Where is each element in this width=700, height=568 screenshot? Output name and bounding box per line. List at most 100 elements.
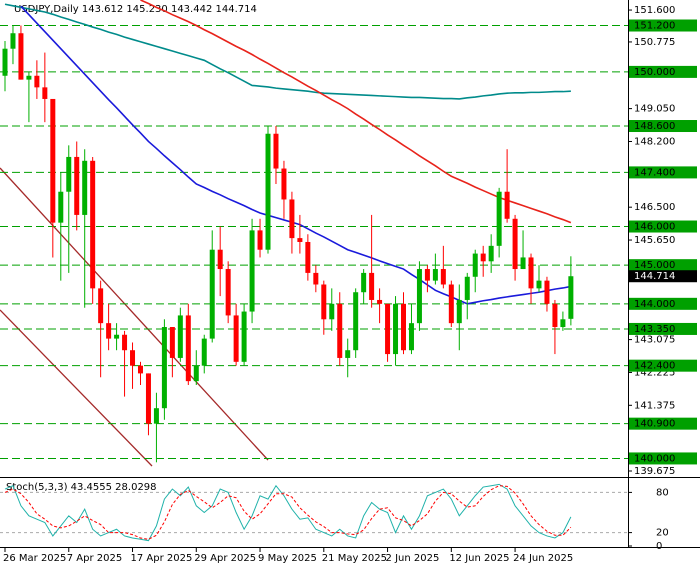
candle-body xyxy=(361,272,367,293)
candle-body xyxy=(385,303,391,355)
y-tick-label: 149.050 xyxy=(634,104,675,115)
y-tick-label: 145.650 xyxy=(634,235,675,246)
candle-body xyxy=(568,276,574,319)
candle-body xyxy=(42,87,48,99)
candle-body xyxy=(393,303,399,355)
candle-body xyxy=(18,33,24,80)
level-box xyxy=(629,19,697,32)
trend-line xyxy=(0,167,269,461)
candle-body xyxy=(74,156,80,215)
x-tick-label: 9 May 2025 xyxy=(258,553,317,564)
moving-average xyxy=(20,5,572,305)
level-box xyxy=(629,120,697,133)
candle-body xyxy=(528,257,534,289)
candle-body xyxy=(448,284,454,324)
stochastic-signal xyxy=(4,485,572,540)
current-price-box xyxy=(629,270,697,283)
candle-body xyxy=(544,280,550,304)
level-label: 142.400 xyxy=(634,361,675,372)
x-tick-label: 2 Jun 2025 xyxy=(386,553,440,564)
candle-body xyxy=(432,269,438,281)
candle-body xyxy=(456,299,462,324)
candle-body xyxy=(560,319,566,328)
level-box xyxy=(629,220,697,233)
candle-body xyxy=(169,327,175,358)
candle-body xyxy=(50,98,56,223)
candle-body xyxy=(496,191,502,246)
y-tick-label: 139.675 xyxy=(634,466,675,477)
level-label: 146.000 xyxy=(634,222,675,233)
level-label: 143.350 xyxy=(634,324,675,335)
candle-body xyxy=(58,191,64,223)
candle-body xyxy=(369,272,375,300)
level-box xyxy=(629,452,697,465)
candle-body xyxy=(520,257,526,270)
level-box xyxy=(629,417,697,430)
candle-body xyxy=(265,133,271,250)
chart-title: USDJPY,Daily 143.612 145.230 143.442 144… xyxy=(14,4,257,15)
candle-body xyxy=(401,303,406,351)
candle-body xyxy=(130,350,136,366)
candle-body xyxy=(313,272,319,285)
candle-body xyxy=(273,133,279,169)
candle-body xyxy=(2,48,8,76)
y-tick-label: 141.375 xyxy=(634,400,675,411)
x-tick-label: 17 Apr 2025 xyxy=(131,553,193,564)
candle-body xyxy=(424,269,430,281)
level-box xyxy=(629,359,697,372)
x-tick-label: 26 Mar 2025 xyxy=(3,553,66,564)
y-tick-label: 142.225 xyxy=(634,367,675,378)
level-box xyxy=(629,322,697,335)
level-label: 140.900 xyxy=(634,419,675,430)
candle-body xyxy=(345,350,351,358)
candle-body xyxy=(353,292,359,351)
candle-body xyxy=(337,303,343,358)
indicator-title: Stoch(5,3,3) 43.4555 28.0298 xyxy=(6,482,157,493)
x-tick-label: 12 Jun 2025 xyxy=(449,553,509,564)
current-price-label: 144.714 xyxy=(634,271,675,282)
stochastic-main xyxy=(4,483,572,542)
candle-body xyxy=(377,299,383,304)
y-tick-label: 148.200 xyxy=(634,136,675,147)
level-label: 148.600 xyxy=(634,121,675,132)
level-box xyxy=(629,65,697,78)
candle-body xyxy=(512,218,518,270)
candle-body xyxy=(488,245,494,262)
y-tick-label: 20 xyxy=(656,528,669,539)
candle-body xyxy=(161,327,167,409)
y-tick-label: 0 xyxy=(656,541,662,552)
candle-body xyxy=(504,191,510,219)
candle-body xyxy=(281,168,287,200)
candle-body xyxy=(257,230,263,250)
candle-body xyxy=(464,276,470,300)
level-box xyxy=(629,166,697,179)
candle-body xyxy=(552,303,558,328)
candle-body xyxy=(472,253,478,277)
candle-body xyxy=(297,238,303,242)
x-tick-label: 21 May 2025 xyxy=(322,553,387,564)
candle-body xyxy=(90,160,96,289)
candle-body xyxy=(289,199,295,239)
price-panel xyxy=(0,167,269,467)
candle-body xyxy=(416,269,422,324)
candle-body xyxy=(137,365,143,374)
trend-line xyxy=(0,309,153,467)
candle-body xyxy=(177,315,183,358)
level-label: 145.000 xyxy=(634,260,675,271)
candle-body xyxy=(185,315,191,382)
candle-body xyxy=(34,75,40,88)
candle-body xyxy=(536,280,542,289)
y-tick-label: 80 xyxy=(656,487,669,498)
level-label: 140.000 xyxy=(634,453,675,464)
level-box xyxy=(629,259,697,272)
candle-body xyxy=(114,334,120,339)
candle-body xyxy=(153,408,159,424)
y-tick-label: 143.075 xyxy=(634,335,675,346)
candle-body xyxy=(122,334,128,351)
candle-body xyxy=(66,156,72,192)
candle-body xyxy=(145,373,151,424)
candle-body xyxy=(305,241,311,273)
candle-body xyxy=(193,365,199,382)
level-label: 151.200 xyxy=(634,21,675,32)
